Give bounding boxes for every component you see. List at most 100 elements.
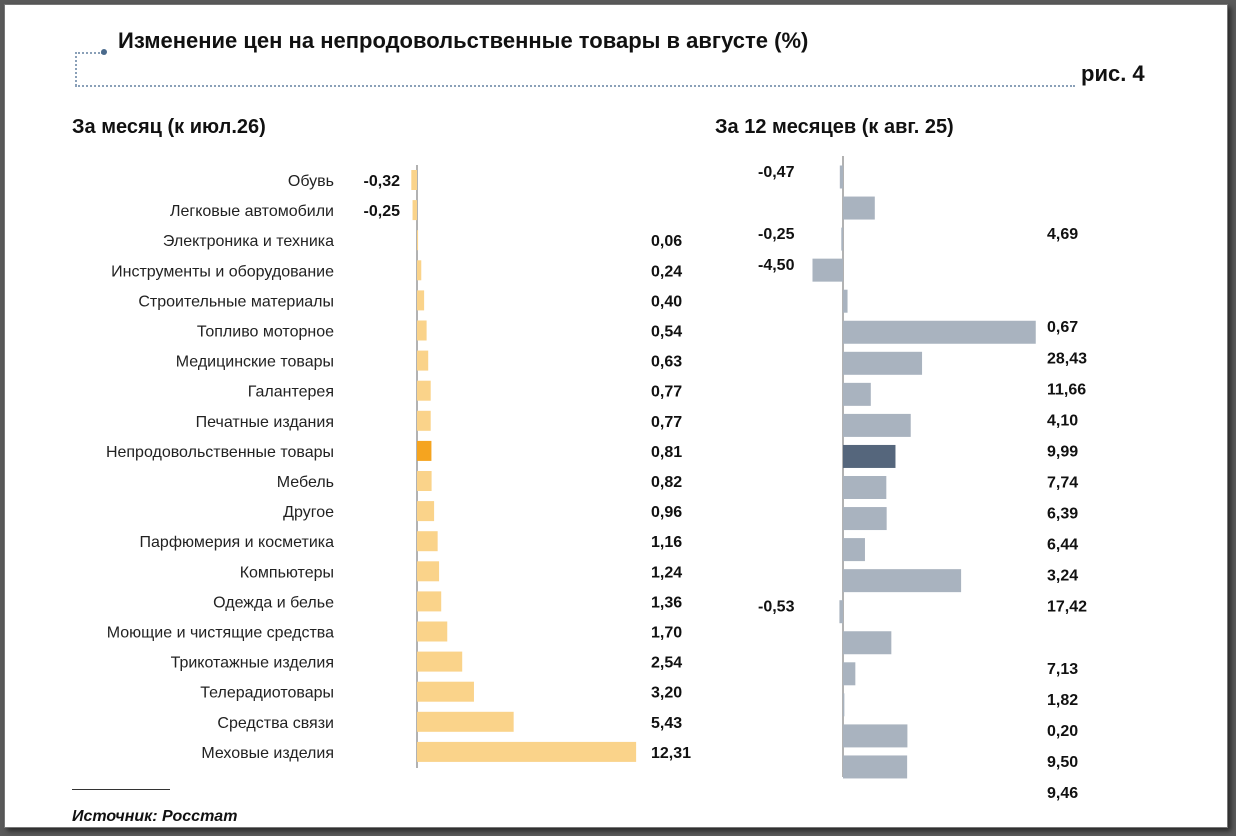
category-label: Парфюмерия и косметика <box>140 534 335 551</box>
category-label: Обувь <box>288 173 334 190</box>
right-value-label: 0,67 <box>1047 319 1078 336</box>
right-bar <box>843 569 962 593</box>
title-decoration-line <box>75 52 103 54</box>
left-value-label: 0,63 <box>651 354 682 371</box>
left-bar <box>417 230 419 251</box>
category-label: Другое <box>283 504 334 521</box>
right-bar <box>843 538 865 562</box>
category-label: Электроника и техника <box>163 233 334 250</box>
left-chart-title: За месяц (к июл.26) <box>72 116 266 138</box>
right-bar <box>843 320 1036 344</box>
left-bar <box>417 260 422 281</box>
right-chart-title: За 12 месяцев (к авг. 25) <box>715 116 954 138</box>
right-value-label: -0,25 <box>758 226 795 243</box>
category-label: Инструменты и оборудование <box>111 263 334 280</box>
source-divider <box>72 789 170 790</box>
left-bar <box>417 350 429 371</box>
right-bar <box>843 196 875 220</box>
right-value-label: 9,99 <box>1047 443 1078 460</box>
right-bar <box>843 724 908 748</box>
right-value-label: 4,10 <box>1047 412 1078 429</box>
figure-number: рис. 4 <box>1081 61 1145 86</box>
category-label: Меховые изделия <box>201 745 334 762</box>
left-bar <box>417 651 463 672</box>
right-bar <box>839 165 843 189</box>
right-value-label: 0,20 <box>1047 723 1078 740</box>
left-value-label: 12,31 <box>651 745 691 762</box>
right-value-label: -0,47 <box>758 164 795 181</box>
category-label: Мебель <box>277 474 334 491</box>
right-value-label: 28,43 <box>1047 350 1087 367</box>
right-value-label: 11,66 <box>1047 381 1086 398</box>
left-bar <box>417 440 432 461</box>
right-value-label: -4,50 <box>758 257 795 274</box>
left-value-label: -0,25 <box>364 203 401 220</box>
title-decoration-line <box>75 52 77 86</box>
left-bar <box>417 561 440 582</box>
right-bar <box>843 413 911 437</box>
left-value-label: 1,24 <box>651 564 682 581</box>
figure-frame <box>4 4 1228 828</box>
right-value-label: 7,74 <box>1047 474 1078 491</box>
category-label: Легковые автомобили <box>170 203 334 220</box>
left-value-label: 3,20 <box>651 685 682 702</box>
left-bar <box>417 741 637 762</box>
left-bar <box>417 681 474 702</box>
category-label: Строительные материалы <box>138 293 334 310</box>
page-title: Изменение цен на непродовольственные тов… <box>118 28 809 53</box>
category-label: Галантерея <box>248 384 334 401</box>
category-label: Трикотажные изделия <box>171 655 334 672</box>
right-value-label: 6,39 <box>1047 506 1078 523</box>
left-bar <box>411 170 417 190</box>
category-label: Компьютеры <box>240 564 334 581</box>
right-bar <box>843 382 871 406</box>
left-bar <box>417 591 442 612</box>
category-label: Непродовольственные товары <box>106 444 334 461</box>
right-bar <box>843 662 856 686</box>
right-value-label: 9,50 <box>1047 754 1078 771</box>
right-bar <box>843 507 887 531</box>
left-bar <box>417 410 431 431</box>
left-bar <box>417 501 435 522</box>
left-value-label: 0,06 <box>651 233 682 250</box>
right-value-label: 1,82 <box>1047 692 1078 709</box>
right-bar <box>841 227 843 251</box>
right-value-label: 9,46 <box>1047 785 1078 802</box>
left-value-label: 1,70 <box>651 625 682 642</box>
right-bar <box>843 444 896 468</box>
left-bar <box>417 531 438 552</box>
right-bar <box>843 755 908 779</box>
left-value-label: 0,77 <box>651 414 682 431</box>
left-value-label: 0,77 <box>651 384 682 401</box>
left-bar <box>412 200 417 221</box>
left-value-label: 0,82 <box>651 474 682 491</box>
left-bar <box>417 290 425 311</box>
right-bar <box>843 631 892 655</box>
right-value-label: 4,69 <box>1047 226 1078 243</box>
title-underline <box>75 85 1075 87</box>
right-bar <box>812 258 843 282</box>
left-value-label: 1,36 <box>651 594 682 611</box>
left-value-label: 1,16 <box>651 534 682 551</box>
right-value-label: 7,13 <box>1047 661 1078 678</box>
right-value-label: -0,53 <box>758 599 795 616</box>
category-label: Медицинские товары <box>176 354 334 371</box>
category-label: Телерадиотовары <box>200 685 334 702</box>
left-bar <box>417 471 432 491</box>
category-label: Моющие и чистящие средства <box>107 625 334 642</box>
right-bar <box>843 693 845 717</box>
left-value-label: 0,54 <box>651 324 682 341</box>
source-note: Источник: Росстат <box>72 808 238 825</box>
category-label: Печатные издания <box>196 414 334 431</box>
left-value-label: 0,96 <box>651 504 682 521</box>
category-label: Одежда и белье <box>213 594 334 611</box>
right-bar <box>839 600 843 624</box>
right-bar <box>843 476 887 499</box>
title-bullet-icon <box>101 49 107 55</box>
left-value-label: 0,40 <box>651 293 682 310</box>
left-value-label: 5,43 <box>651 715 682 732</box>
left-bar <box>417 621 448 642</box>
right-bar <box>843 289 848 313</box>
left-value-label: 0,24 <box>651 263 682 280</box>
